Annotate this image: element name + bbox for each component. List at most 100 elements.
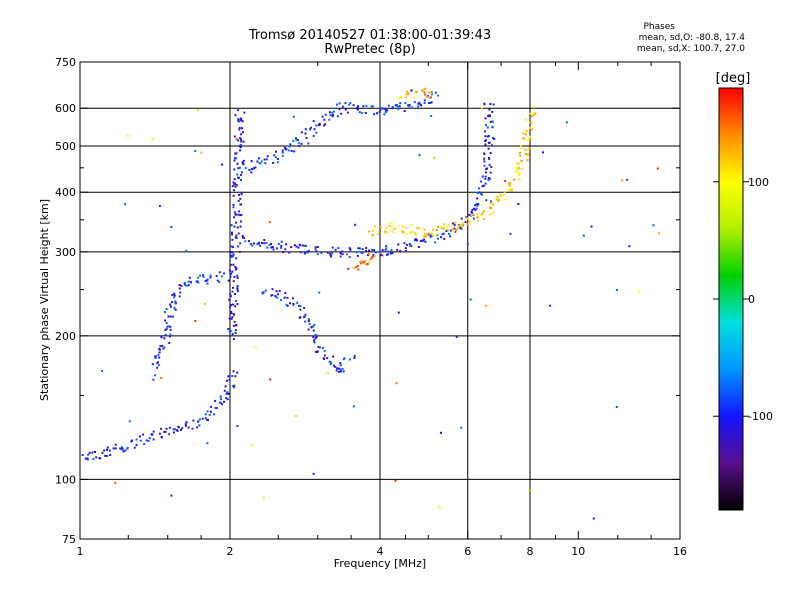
data-point (318, 291, 321, 294)
data-point (461, 221, 464, 224)
data-point (399, 102, 402, 105)
data-point (296, 301, 299, 304)
data-point (318, 346, 321, 349)
data-point (271, 288, 274, 291)
data-point (304, 320, 307, 323)
data-point (364, 260, 366, 263)
data-point (228, 378, 231, 381)
data-point (436, 237, 439, 240)
data-point (263, 239, 266, 241)
data-point (300, 142, 303, 145)
y-tick-label: 400 (55, 186, 76, 199)
data-point (323, 354, 326, 357)
data-point (108, 449, 111, 452)
data-point (522, 137, 525, 140)
data-point (440, 226, 443, 229)
data-point (226, 398, 229, 401)
data-point (339, 362, 342, 365)
data-point (413, 101, 416, 104)
data-point (148, 437, 151, 440)
data-point (204, 417, 207, 420)
data-point (365, 104, 368, 107)
data-point (239, 149, 242, 152)
data-point (451, 228, 454, 231)
data-point (373, 249, 376, 252)
data-point (314, 246, 317, 249)
data-point (339, 252, 342, 255)
data-point (276, 296, 279, 299)
data-point (289, 302, 291, 305)
data-point (374, 225, 376, 228)
data-point (292, 140, 295, 142)
grid-lines (80, 62, 680, 539)
data-point (277, 161, 279, 164)
data-point (173, 307, 176, 310)
data-point (229, 275, 232, 278)
data-point (268, 221, 271, 224)
data-point (381, 107, 384, 110)
data-point (290, 246, 293, 249)
data-point (286, 304, 289, 307)
data-point (244, 167, 247, 170)
data-point (121, 447, 124, 450)
data-point (234, 305, 237, 308)
data-point (313, 339, 316, 342)
data-point (232, 263, 235, 266)
data-point (524, 148, 527, 151)
data-point (236, 173, 239, 176)
data-point (237, 139, 240, 142)
data-point (128, 420, 131, 423)
data-point (168, 426, 171, 429)
data-point (143, 443, 146, 445)
data-point (293, 150, 296, 153)
data-point (341, 253, 344, 256)
data-point (429, 102, 432, 104)
data-point (228, 269, 231, 272)
data-point (240, 140, 243, 143)
data-point (173, 296, 176, 299)
data-point (440, 431, 442, 434)
data-point (103, 449, 106, 452)
data-point (197, 281, 200, 284)
data-point (312, 120, 315, 123)
data-point (437, 226, 439, 229)
data-point (232, 313, 235, 316)
x-tick-label: 1 (77, 545, 84, 558)
data-point (362, 261, 365, 264)
data-point (429, 234, 432, 237)
data-point (169, 315, 172, 318)
data-point (232, 370, 235, 373)
data-point (196, 109, 199, 111)
data-point (181, 427, 184, 430)
data-point (158, 347, 161, 350)
data-point (525, 130, 527, 133)
data-point (297, 246, 300, 249)
data-point (188, 276, 191, 279)
data-point (508, 181, 510, 184)
data-point (335, 369, 338, 372)
data-point (280, 244, 283, 247)
data-point (303, 244, 306, 247)
data-point (466, 223, 469, 226)
data-point (307, 142, 310, 145)
data-point (527, 153, 530, 156)
data-point (352, 104, 355, 107)
data-point (250, 160, 253, 163)
data-point (526, 159, 529, 161)
data-point (292, 303, 295, 306)
data-point (615, 406, 618, 408)
data-point (227, 392, 230, 395)
data-point (416, 239, 418, 242)
data-point (510, 187, 513, 190)
data-point (203, 302, 206, 305)
data-point (274, 295, 277, 298)
chart-title: Tromsø 20140527 01:38:00-01:39:43 (248, 28, 492, 43)
data-point (347, 267, 350, 270)
data-point (465, 216, 468, 219)
data-point (230, 254, 233, 257)
y-tick-label: 300 (55, 246, 76, 259)
data-point (242, 163, 245, 166)
data-point (476, 219, 479, 222)
data-point (378, 111, 381, 113)
data-point (430, 96, 432, 99)
